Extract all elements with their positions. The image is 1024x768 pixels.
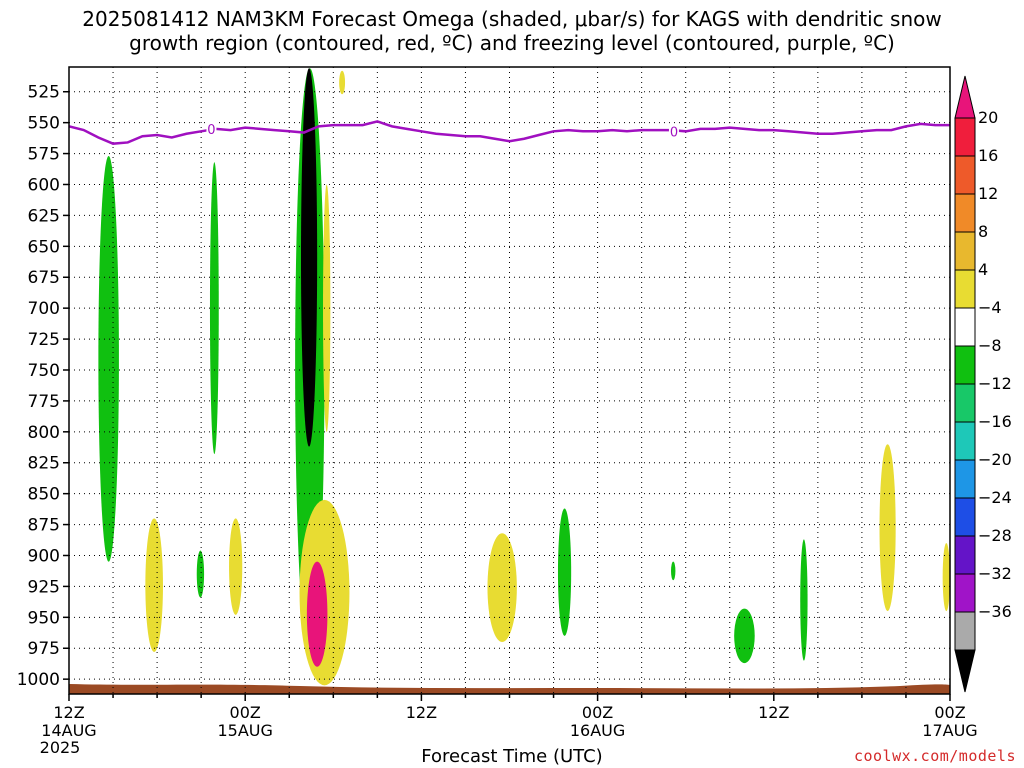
x-tick-date: 16AUG bbox=[570, 721, 625, 740]
colorbar-swatch bbox=[954, 611, 976, 651]
x-tick-label: 00Z bbox=[934, 703, 965, 722]
y-tick-label: 525 bbox=[28, 83, 60, 103]
colorbar-swatch bbox=[954, 573, 976, 613]
contour-label-bg bbox=[206, 121, 217, 136]
colorbar-swatch bbox=[954, 383, 976, 423]
omega-region bbox=[145, 518, 163, 652]
colorbar-label: −20 bbox=[978, 450, 1012, 469]
x-tick-label: 12Z bbox=[53, 703, 84, 722]
omega-region bbox=[487, 533, 517, 643]
colorbar-swatch bbox=[954, 193, 976, 233]
omega-region bbox=[196, 550, 205, 598]
colorbar-label: −16 bbox=[978, 412, 1012, 431]
omega-region bbox=[306, 561, 328, 667]
y-tick-label: 625 bbox=[28, 206, 60, 226]
colorbar-label: −12 bbox=[978, 374, 1012, 393]
y-tick-label: 850 bbox=[28, 485, 60, 505]
x-tick-date: 14AUG bbox=[41, 721, 96, 740]
colorbar-swatch bbox=[954, 155, 976, 195]
colorbar-label: −28 bbox=[978, 526, 1012, 545]
y-tick-label: 800 bbox=[28, 423, 60, 443]
x-tick-label: 12Z bbox=[758, 703, 789, 722]
omega-region bbox=[339, 70, 346, 95]
x-tick-label: 12Z bbox=[406, 703, 437, 722]
colorbar-swatch bbox=[954, 459, 976, 499]
y-tick-label: 675 bbox=[28, 268, 60, 288]
y-tick-label: 775 bbox=[28, 392, 60, 412]
omega-region bbox=[229, 518, 243, 615]
y-axis: 525 550 575 600 625 650 675 700 725 750 775 800 825 8… bbox=[17, 83, 69, 690]
omega-region bbox=[300, 68, 318, 447]
y-tick-label: 600 bbox=[28, 175, 60, 195]
omega-region bbox=[800, 539, 808, 661]
omega-region bbox=[671, 561, 676, 581]
y-tick-label: 550 bbox=[28, 114, 60, 134]
x-tick-date: 15AUG bbox=[217, 721, 272, 740]
y-tick-label: 975 bbox=[28, 639, 60, 659]
colorbar-label: −36 bbox=[978, 602, 1012, 621]
colorbar-swatch bbox=[954, 421, 976, 461]
colorbar-label: −32 bbox=[978, 564, 1012, 583]
colorbar-label: 20 bbox=[978, 108, 998, 127]
contour-label-bg bbox=[668, 124, 679, 139]
colorbar-swatch bbox=[954, 231, 976, 271]
y-tick-label: 750 bbox=[28, 361, 60, 381]
y-tick-label: 650 bbox=[28, 237, 60, 257]
chart-title-line2: growth region (contoured, red, ºC) and f… bbox=[129, 31, 895, 55]
y-tick-label: 950 bbox=[28, 608, 60, 628]
colorbar-swatch bbox=[954, 269, 976, 309]
omega-region bbox=[879, 444, 896, 612]
x-tick-label: 00Z bbox=[582, 703, 613, 722]
colorbar-swatch bbox=[954, 535, 976, 575]
y-tick-label: 725 bbox=[28, 330, 60, 350]
freezing-level-label: 0 bbox=[670, 125, 678, 140]
credit-link[interactable]: coolwx.com/models bbox=[853, 747, 1016, 765]
colorbar-label: −8 bbox=[978, 336, 1002, 355]
colorbar-swatch bbox=[954, 497, 976, 537]
colorbar-label: 12 bbox=[978, 184, 998, 203]
colorbar-label: 4 bbox=[978, 260, 988, 279]
colorbar-swatch bbox=[954, 345, 976, 385]
colorbar: 20 16 12 8 4 −4 −8 −12 −16 −20 −24 −28 −32 −36 bbox=[954, 75, 1012, 693]
colorbar-cap-bottom bbox=[954, 649, 976, 693]
ground-surface bbox=[69, 684, 950, 694]
x-axis-title: Forecast Time (UTC) bbox=[421, 746, 603, 767]
y-tick-label: 900 bbox=[28, 546, 60, 566]
colorbar-swatch bbox=[954, 307, 976, 347]
y-tick-label: 575 bbox=[28, 145, 60, 165]
omega-region bbox=[942, 543, 950, 612]
plot-grid bbox=[69, 67, 950, 694]
colorbar-label: 8 bbox=[978, 222, 988, 241]
omega-region bbox=[734, 608, 755, 664]
colorbar-cap-top bbox=[954, 75, 976, 119]
freezing-level-label: 0 bbox=[207, 123, 215, 138]
chart-title-line1: 2025081412 NAM3KM Forecast Omega (shaded… bbox=[82, 7, 942, 31]
omega-shading bbox=[98, 68, 950, 686]
y-tick-label: 825 bbox=[28, 454, 60, 474]
x-tick-year: 2025 bbox=[40, 738, 81, 757]
colorbar-label: −24 bbox=[978, 488, 1012, 507]
colorbar-label: 16 bbox=[978, 146, 998, 165]
y-tick-label: 875 bbox=[28, 516, 60, 536]
omega-region bbox=[557, 508, 572, 636]
y-tick-label: 925 bbox=[28, 577, 60, 597]
colorbar-swatch bbox=[954, 117, 976, 157]
omega-region bbox=[98, 156, 119, 562]
y-tick-label: 1000 bbox=[17, 670, 60, 690]
y-tick-label: 700 bbox=[28, 299, 60, 319]
x-tick-date: 17AUG bbox=[922, 721, 977, 740]
colorbar-label: −4 bbox=[978, 298, 1002, 317]
x-tick-label: 00Z bbox=[230, 703, 261, 722]
